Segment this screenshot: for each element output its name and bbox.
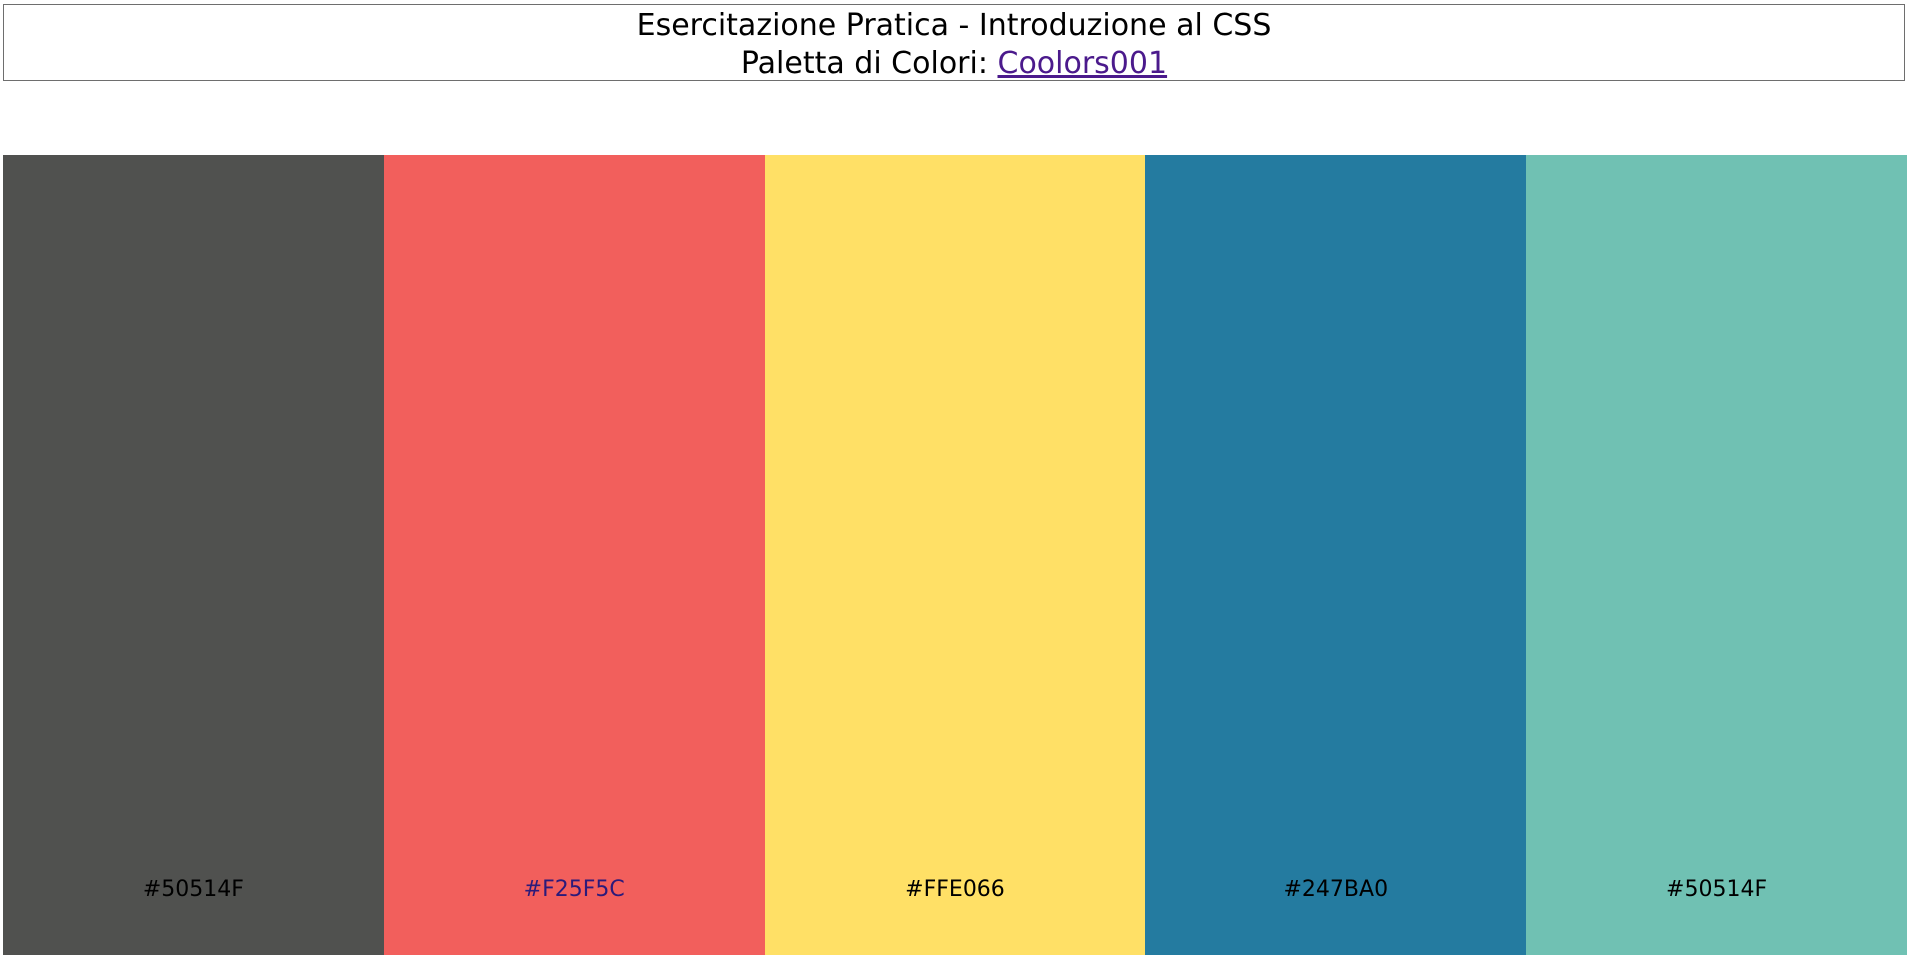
color-swatch-4: #247BA0 <box>1145 155 1527 955</box>
page-subtitle: Paletta di Colori: Coolors001 <box>4 45 1904 83</box>
swatch-label: #247BA0 <box>1283 877 1389 902</box>
swatch-label: #50514F <box>1666 877 1768 902</box>
coolors-link[interactable]: Coolors001 <box>997 46 1168 81</box>
swatch-label: #F25F5C <box>523 877 625 902</box>
color-swatch-1: #50514F <box>3 155 384 955</box>
page-header: Esercitazione Pratica - Introduzione al … <box>3 4 1905 81</box>
swatch-label: #50514F <box>142 877 244 902</box>
subtitle-prefix: Paletta di Colori: <box>740 46 998 81</box>
swatch-label: #FFE066 <box>905 877 1005 902</box>
color-swatch-5: #50514F <box>1526 155 1907 955</box>
color-swatch-2: #F25F5C <box>383 155 765 955</box>
color-swatch-3: #FFE066 <box>764 155 1146 955</box>
color-palette: #50514F #F25F5C #FFE066 #247BA0 #50514F <box>3 155 1907 955</box>
page-title: Esercitazione Pratica - Introduzione al … <box>636 8 1272 43</box>
